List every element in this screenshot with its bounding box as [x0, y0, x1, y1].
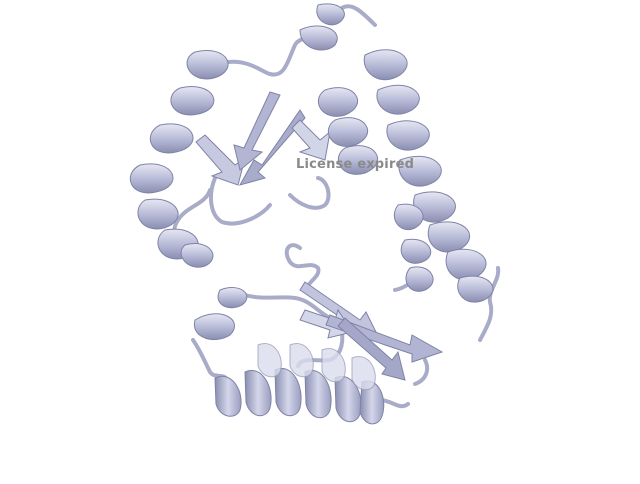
helix-middle	[317, 87, 434, 292]
license-watermark: License expired	[296, 157, 415, 172]
helix-bottom	[214, 367, 385, 425]
beta-sheet-upper	[195, 91, 331, 186]
helix-top	[299, 3, 345, 51]
helix-lower-left	[193, 287, 248, 340]
helix-right	[363, 49, 494, 303]
helix-left	[129, 50, 229, 268]
helix-bottom-back	[257, 343, 376, 391]
beta-sheet-lower	[299, 281, 444, 381]
